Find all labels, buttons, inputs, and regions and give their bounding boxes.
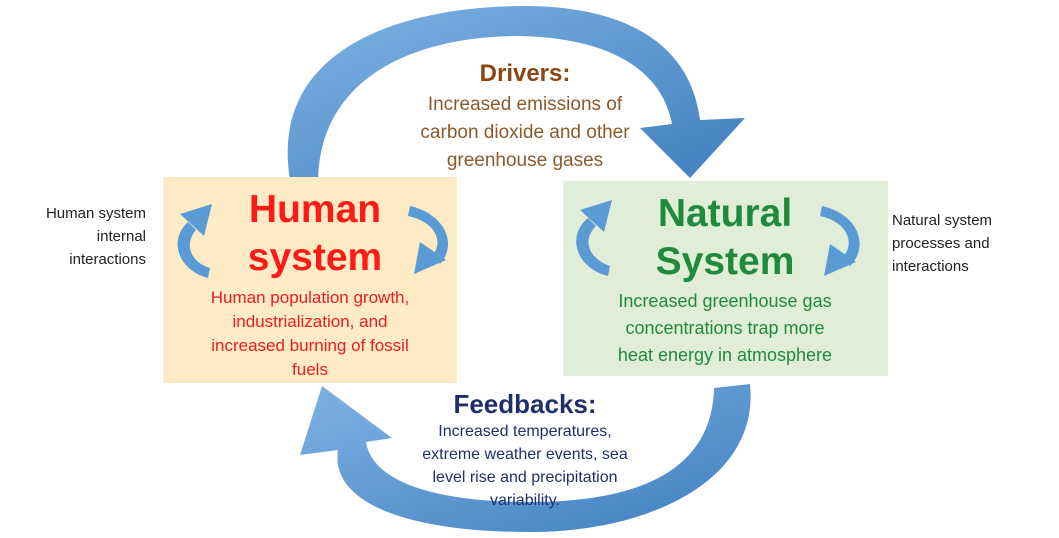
human-system-description: industrialization, and [232, 312, 388, 331]
human-system-box [163, 177, 457, 383]
feedbacks-line: variability. [490, 492, 560, 509]
natural-system-title: System [655, 240, 795, 283]
human-system-description: fuels [292, 360, 328, 379]
human-left-loop-icon [177, 204, 212, 278]
drivers-line: carbon dioxide and other [420, 122, 630, 143]
natural-left-loop-icon [576, 200, 612, 276]
drivers-line: greenhouse gases [446, 150, 604, 171]
human-system-description: increased burning of fossil [211, 336, 409, 355]
drivers-line: Increased emissions of [427, 94, 623, 115]
human-system-description: Human population growth, [210, 288, 410, 307]
natural-system-description: concentrations trap more [625, 318, 825, 338]
feedbacks-line: level rise and precipitation [432, 469, 618, 486]
feedbacks-title: Feedbacks: [453, 389, 597, 419]
left-note-line: interactions [69, 251, 146, 268]
right-note-line: Natural system [892, 212, 993, 229]
natural-right-loop-icon [820, 206, 860, 276]
feedbacks-line: Increased temperatures, [438, 423, 612, 440]
human-system-title: Human [248, 188, 382, 231]
feedbacks-line: extreme weather events, sea [422, 446, 628, 463]
natural-system-description: heat energy in atmosphere [617, 345, 833, 365]
left-note-line: internal [96, 228, 146, 245]
natural-system-title: Natural [657, 192, 793, 235]
drivers-arrow [287, 5, 745, 181]
feedbacks-arrow [300, 384, 751, 532]
natural-system-description: Increased greenhouse gas [618, 291, 832, 311]
left-note-line: Human system [45, 205, 146, 222]
human-system-title: system [247, 236, 383, 279]
drivers-title: Drivers: [479, 60, 571, 87]
human-right-loop-icon [408, 206, 449, 274]
right-note-line: processes and [892, 235, 990, 252]
right-note-line: interactions [892, 258, 969, 275]
